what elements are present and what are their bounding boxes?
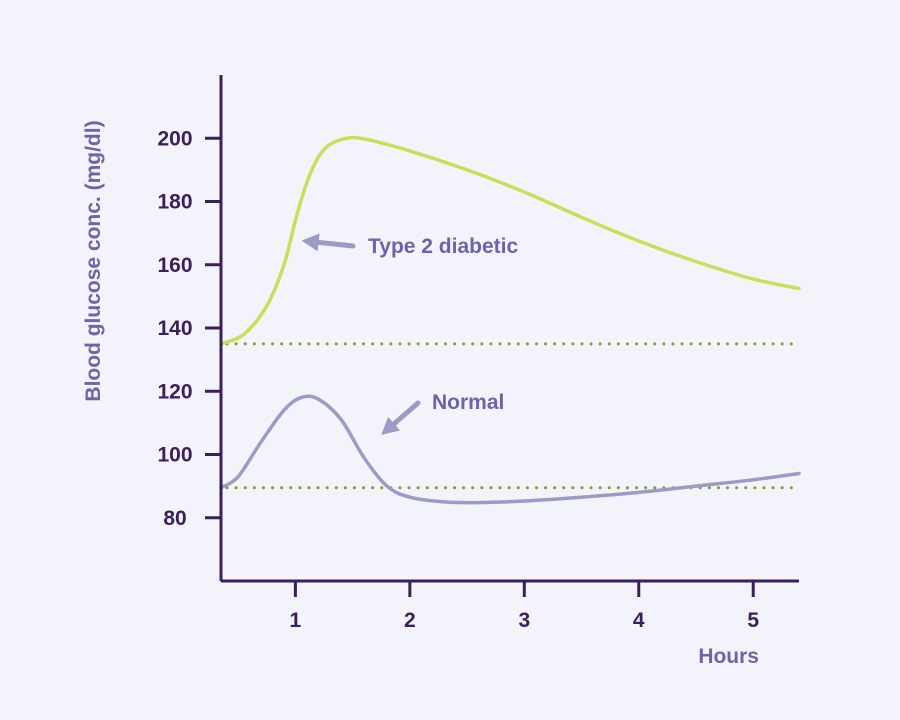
arrow-diabetic [316,239,356,249]
x-ticks: 1 2 3 4 5 [290,581,759,632]
arrowhead-normal [381,416,400,435]
y-tick-label: 140 [157,317,192,340]
x-tick-label: 5 [747,609,759,632]
annotations: Type 2 diabetic Normal [301,233,518,435]
annotation-type2-diabetic: Type 2 diabetic [368,235,518,258]
y-tick-label: 180 [157,191,192,214]
y-ticks: 80 100 120 140 160 180 200 [157,127,221,530]
y-tick-label: 100 [157,444,192,467]
series-line-normal [219,394,801,505]
series-layer [219,135,801,505]
arrow-normal [391,400,421,427]
x-tick-label: 3 [518,609,530,632]
x-tick-label: 2 [404,609,416,632]
annotation-normal: Normal [432,391,504,414]
x-axis-title: Hours [698,645,759,668]
y-tick-label: 120 [157,380,192,403]
y-axis-title: Blood glucose conc. (mg/dl) [82,120,105,401]
x-tick-label: 1 [290,609,302,632]
x-tick-label: 4 [633,609,645,632]
series-line-type-2-diabetic [219,135,801,346]
axes [219,75,799,583]
arrowhead-diabetic [301,233,320,252]
reference-lines [225,342,801,490]
y-tick-label: 80 [163,507,186,530]
y-tick-label: 160 [157,254,192,277]
y-tick-label: 200 [157,127,192,150]
